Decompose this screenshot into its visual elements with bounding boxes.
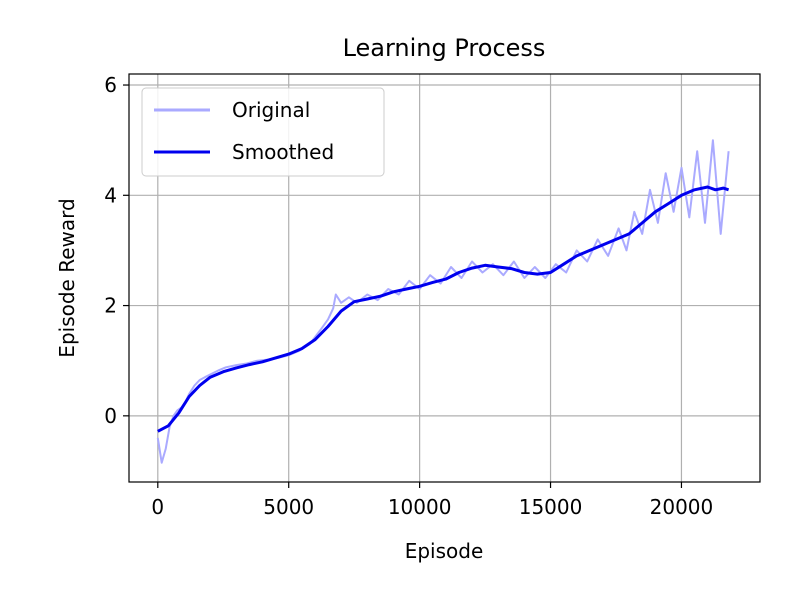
x-tick-label: 10000 (388, 495, 452, 519)
x-tick-label: 0 (151, 495, 164, 519)
legend-label-smoothed: Smoothed (232, 140, 334, 164)
y-tick-label: 6 (104, 73, 117, 97)
x-tick-label: 5000 (263, 495, 314, 519)
legend-label-original: Original (232, 98, 310, 122)
x-tick-label: 15000 (519, 495, 583, 519)
series-layer (156, 139, 730, 464)
series-line-smoothed (157, 185, 730, 433)
ticks: 0 5000 10000 15000 20000 0 2 4 6 (104, 73, 713, 519)
y-tick-label: 4 (104, 183, 117, 207)
legend: Original Smoothed (141, 87, 385, 177)
x-tick-label: 20000 (650, 495, 714, 519)
y-axis-label: Episode Reward (55, 198, 79, 357)
plot-frame (128, 73, 761, 483)
y-tick-label: 0 (104, 404, 117, 428)
x-axis-label: Episode (405, 539, 484, 563)
series-line-original (156, 139, 730, 464)
chart-title: Learning Process (343, 34, 546, 62)
y-tick-label: 2 (104, 294, 117, 318)
